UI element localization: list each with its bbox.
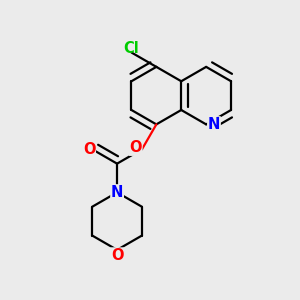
Text: O: O bbox=[130, 140, 142, 155]
Text: N: N bbox=[208, 117, 220, 132]
Text: N: N bbox=[111, 185, 123, 200]
Text: O: O bbox=[111, 248, 123, 263]
Text: Cl: Cl bbox=[124, 41, 139, 56]
Text: O: O bbox=[111, 248, 123, 263]
Text: O: O bbox=[83, 142, 95, 157]
Text: N: N bbox=[111, 185, 123, 200]
Text: O: O bbox=[83, 142, 95, 157]
Text: N: N bbox=[208, 117, 220, 132]
Text: O: O bbox=[130, 140, 142, 155]
